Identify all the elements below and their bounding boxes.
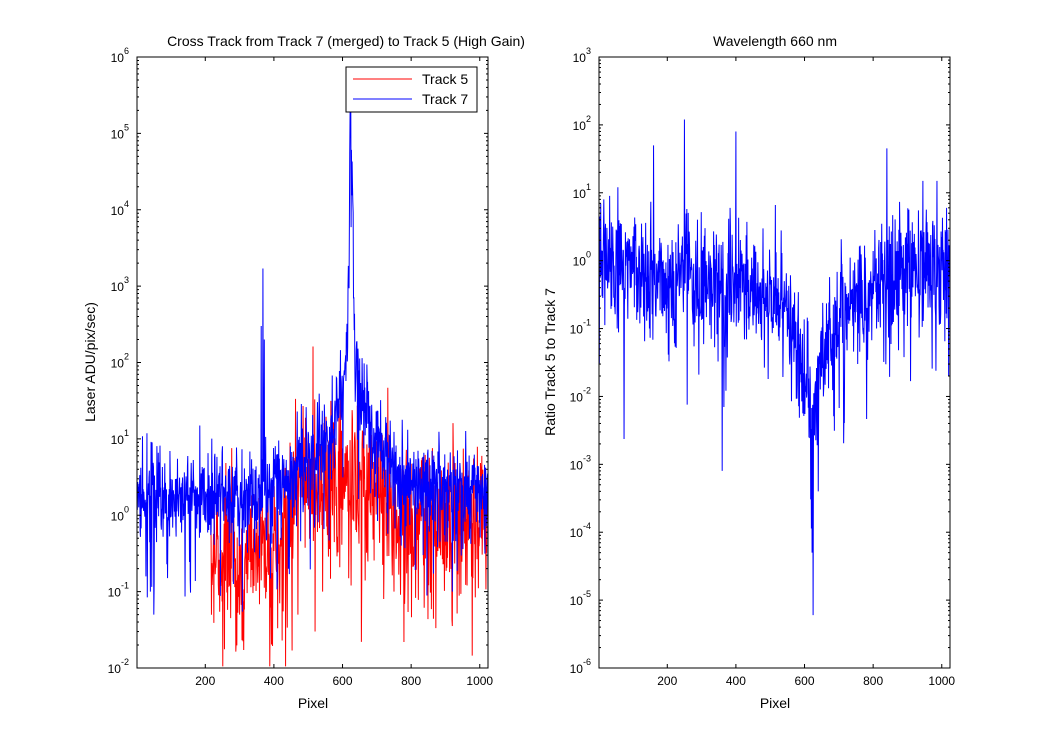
y-tick-label-0-6: 106 xyxy=(111,46,129,65)
y-tick-label-1--6: 10-6 xyxy=(570,657,591,676)
plot-ratio: Wavelength 660 nm Pixel Ratio Track 5 to… xyxy=(542,33,955,711)
y-tick-label-1--4: 10-4 xyxy=(570,521,591,540)
y-tick-label-1--3: 10-3 xyxy=(570,453,591,472)
x-tick-label-1-400: 400 xyxy=(726,674,746,688)
legend-box xyxy=(345,66,478,113)
series-line-1-0 xyxy=(599,119,950,616)
y-tick-label-1-2: 102 xyxy=(573,114,591,133)
y-tick-label-0-5: 105 xyxy=(111,122,129,141)
y-tick-label-0--2: 10-2 xyxy=(108,657,129,676)
x-tick-label-0-400: 400 xyxy=(264,674,284,688)
x-tick-label-0-800: 800 xyxy=(401,674,421,688)
plot-cross-track: Cross Track from Track 7 (merged) to Tra… xyxy=(82,33,525,711)
x-tick-label-1-200: 200 xyxy=(657,674,677,688)
y-tick-label-0-4: 104 xyxy=(111,199,129,218)
legend: Track 5 Track 7 xyxy=(345,66,478,113)
x-tick-label-0-200: 200 xyxy=(195,674,215,688)
axes-left: 200 400 600 800 1000 10-2 10-1 100 101 102 103 104 1… xyxy=(108,46,494,688)
series-layer-left xyxy=(137,91,488,667)
y-tick-label-1-1: 101 xyxy=(573,182,591,201)
legend-label-track-5: Track 5 xyxy=(422,71,468,87)
x-axis-label-left: Pixel xyxy=(298,695,328,711)
y-tick-label-1-3: 103 xyxy=(573,46,591,65)
chart-title-right: Wavelength 660 nm xyxy=(713,33,837,49)
chart-title-left: Cross Track from Track 7 (merged) to Tra… xyxy=(167,33,525,49)
x-tick-label-1-600: 600 xyxy=(795,674,815,688)
x-tick-label-0-1000: 1000 xyxy=(466,674,493,688)
y-tick-label-0-3: 103 xyxy=(111,275,129,294)
x-tick-label-0-600: 600 xyxy=(333,674,353,688)
series-layer-right xyxy=(599,119,950,616)
axes-frame-1 xyxy=(598,56,951,669)
series-line-0-1 xyxy=(137,91,488,615)
y-tick-label-0--1: 10-1 xyxy=(108,581,129,600)
y-tick-label-1-0: 100 xyxy=(573,250,591,269)
x-axis-label-right: Pixel xyxy=(760,695,790,711)
y-tick-label-1--2: 10-2 xyxy=(570,385,591,404)
x-tick-label-1-800: 800 xyxy=(863,674,883,688)
y-axis-label-left: Laser ADU/pix/sec) xyxy=(82,302,98,422)
y-axis-label-right: Ratio Track 5 to Track 7 xyxy=(542,288,558,436)
y-tick-label-0-2: 102 xyxy=(111,352,129,371)
legend-label-track-7: Track 7 xyxy=(422,91,468,107)
y-tick-label-0-0: 100 xyxy=(111,504,129,523)
y-tick-label-1--5: 10-5 xyxy=(570,589,591,608)
y-tick-label-0-1: 101 xyxy=(111,428,129,447)
y-tick-label-1--1: 10-1 xyxy=(570,318,591,337)
axes-right: 200 400 600 800 1000 10-6 10-5 10-4 10-3 10-2 10-1… xyxy=(570,46,956,688)
x-tick-label-1-1000: 1000 xyxy=(928,674,955,688)
